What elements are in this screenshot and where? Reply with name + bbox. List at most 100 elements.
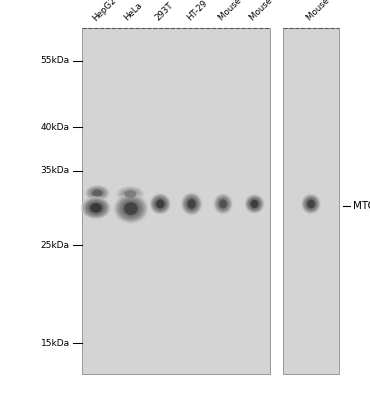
Ellipse shape	[216, 197, 230, 211]
Text: HT-29: HT-29	[185, 0, 209, 23]
Ellipse shape	[246, 195, 263, 212]
Text: Mouse liver: Mouse liver	[305, 0, 346, 23]
Ellipse shape	[129, 207, 133, 210]
Ellipse shape	[187, 199, 196, 209]
Ellipse shape	[86, 186, 109, 200]
Ellipse shape	[213, 193, 233, 215]
Ellipse shape	[154, 198, 167, 210]
Ellipse shape	[159, 203, 161, 205]
Ellipse shape	[251, 201, 258, 207]
Ellipse shape	[115, 186, 145, 203]
Ellipse shape	[122, 190, 138, 199]
Ellipse shape	[213, 193, 233, 214]
Ellipse shape	[303, 196, 319, 212]
Ellipse shape	[122, 189, 139, 199]
Ellipse shape	[86, 200, 106, 215]
Ellipse shape	[84, 198, 108, 217]
Ellipse shape	[152, 196, 168, 212]
Ellipse shape	[304, 196, 318, 211]
Ellipse shape	[252, 202, 257, 206]
Ellipse shape	[117, 196, 145, 221]
Ellipse shape	[97, 192, 98, 193]
Ellipse shape	[124, 190, 136, 198]
Ellipse shape	[91, 204, 101, 212]
Ellipse shape	[92, 189, 103, 196]
Ellipse shape	[87, 186, 107, 199]
Ellipse shape	[94, 191, 100, 195]
Ellipse shape	[191, 203, 192, 204]
Ellipse shape	[96, 192, 99, 194]
Ellipse shape	[117, 187, 143, 202]
Text: Mouse brain: Mouse brain	[248, 0, 292, 23]
Ellipse shape	[306, 199, 316, 209]
Ellipse shape	[309, 202, 313, 206]
Ellipse shape	[310, 203, 312, 205]
Ellipse shape	[151, 195, 169, 213]
Ellipse shape	[157, 201, 163, 207]
Ellipse shape	[186, 198, 197, 210]
Ellipse shape	[81, 196, 111, 219]
Ellipse shape	[189, 201, 195, 207]
Ellipse shape	[92, 205, 100, 211]
Ellipse shape	[121, 200, 141, 217]
Ellipse shape	[244, 194, 265, 214]
Bar	[82, 28, 270, 374]
Ellipse shape	[84, 185, 110, 201]
Ellipse shape	[130, 194, 131, 195]
Ellipse shape	[118, 187, 142, 201]
Text: HepG2: HepG2	[91, 0, 118, 23]
Ellipse shape	[84, 184, 111, 202]
Ellipse shape	[218, 199, 228, 209]
Ellipse shape	[308, 201, 314, 207]
Ellipse shape	[94, 191, 101, 195]
Ellipse shape	[150, 194, 170, 214]
Ellipse shape	[92, 190, 102, 196]
Ellipse shape	[158, 202, 162, 206]
Ellipse shape	[88, 202, 103, 214]
Ellipse shape	[89, 188, 106, 198]
Ellipse shape	[151, 194, 170, 213]
Ellipse shape	[184, 195, 200, 213]
Ellipse shape	[307, 200, 315, 208]
Ellipse shape	[80, 196, 111, 220]
Ellipse shape	[247, 196, 262, 212]
Text: MTCH2: MTCH2	[353, 201, 370, 211]
Ellipse shape	[181, 192, 202, 215]
Ellipse shape	[87, 201, 105, 215]
Ellipse shape	[249, 198, 260, 210]
Ellipse shape	[181, 192, 203, 216]
Ellipse shape	[222, 203, 224, 205]
Ellipse shape	[95, 207, 97, 208]
Ellipse shape	[83, 198, 109, 218]
Text: 40kDa: 40kDa	[41, 123, 70, 132]
Ellipse shape	[248, 198, 261, 210]
Ellipse shape	[254, 203, 255, 204]
Ellipse shape	[128, 206, 134, 211]
Ellipse shape	[245, 194, 264, 214]
Ellipse shape	[154, 198, 166, 210]
Ellipse shape	[253, 202, 256, 206]
Ellipse shape	[307, 200, 315, 208]
Ellipse shape	[250, 200, 259, 208]
Ellipse shape	[219, 200, 227, 208]
Ellipse shape	[126, 192, 135, 197]
Ellipse shape	[222, 203, 223, 204]
Ellipse shape	[303, 195, 319, 212]
Ellipse shape	[117, 197, 144, 220]
Ellipse shape	[305, 197, 317, 211]
Ellipse shape	[115, 194, 147, 223]
Ellipse shape	[185, 196, 199, 212]
Ellipse shape	[114, 194, 148, 224]
Ellipse shape	[251, 200, 258, 208]
Ellipse shape	[149, 193, 171, 215]
Ellipse shape	[183, 194, 201, 214]
Ellipse shape	[249, 198, 260, 209]
Ellipse shape	[117, 186, 144, 202]
Ellipse shape	[220, 200, 226, 208]
Ellipse shape	[90, 203, 102, 212]
Ellipse shape	[310, 203, 312, 204]
Ellipse shape	[114, 185, 147, 204]
Text: 293T: 293T	[154, 1, 175, 23]
Ellipse shape	[88, 202, 104, 214]
Ellipse shape	[219, 199, 228, 209]
